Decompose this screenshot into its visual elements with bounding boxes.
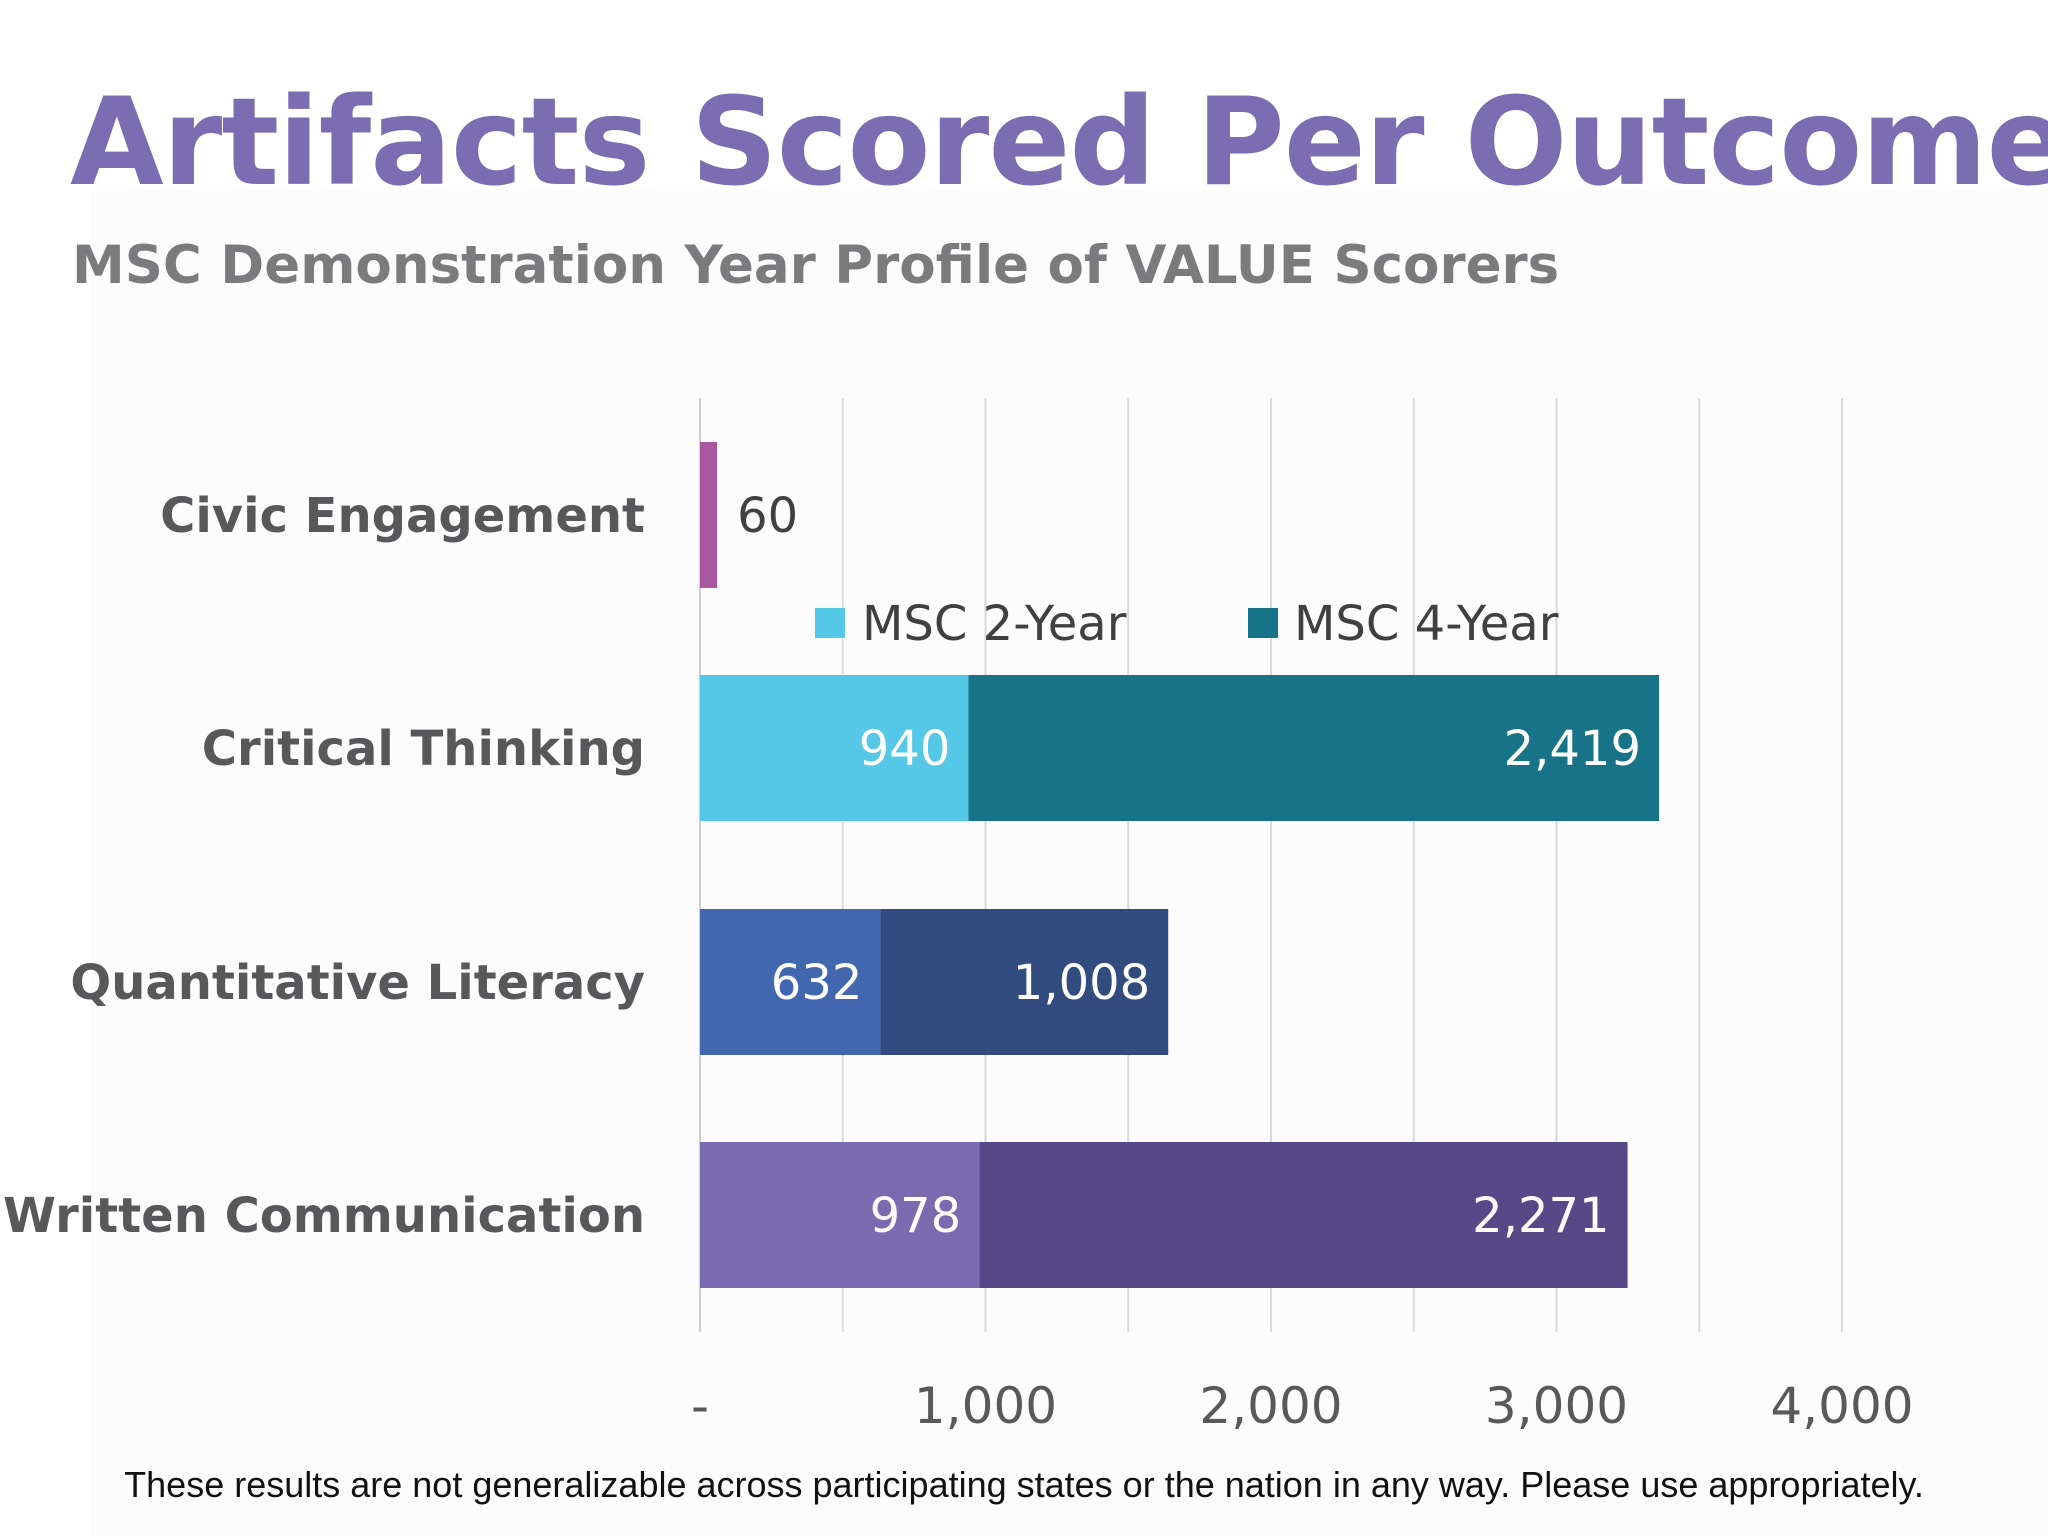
x-tick-label: 2,000 xyxy=(1199,1377,1342,1435)
footnote: These results are not generalizable acro… xyxy=(124,1464,1924,1505)
category-label: Quantitative Literacy xyxy=(70,955,645,1011)
bar-segment xyxy=(979,1142,1628,1288)
x-tick-label: 4,000 xyxy=(1770,1377,1913,1435)
x-tick-label: - xyxy=(691,1377,709,1435)
legend-swatch xyxy=(1248,608,1278,638)
bar-segment xyxy=(968,675,1659,821)
data-label: 2,419 xyxy=(1504,721,1641,777)
data-label: 1,008 xyxy=(1013,955,1150,1011)
legend-swatch xyxy=(815,608,845,638)
data-label: 632 xyxy=(771,955,863,1011)
bar-segment xyxy=(880,909,1169,1055)
bar-segment xyxy=(700,675,969,821)
data-label: 978 xyxy=(870,1188,962,1244)
data-label: 2,271 xyxy=(1472,1188,1609,1244)
category-label: Critical Thinking xyxy=(202,721,645,777)
category-label: Written Communication xyxy=(3,1188,645,1244)
x-tick-label: 3,000 xyxy=(1485,1377,1628,1435)
chart-title: Artifacts Scored Per Outcome xyxy=(70,72,2048,213)
bar-segment xyxy=(700,909,881,1055)
legend-entry: MSC 4-Year xyxy=(1294,596,1559,652)
bar-segment xyxy=(700,442,718,588)
x-tick-label: 1,000 xyxy=(914,1377,1057,1435)
plot-background xyxy=(90,190,2048,1536)
data-label: 60 xyxy=(737,488,798,544)
bar-segment xyxy=(700,1142,980,1288)
legend-entry: MSC 2-Year xyxy=(862,596,1127,652)
category-label: Civic Engagement xyxy=(160,488,645,544)
data-label: 940 xyxy=(859,721,951,777)
chart-subtitle: MSC Demonstration Year Profile of VALUE … xyxy=(72,235,1560,296)
